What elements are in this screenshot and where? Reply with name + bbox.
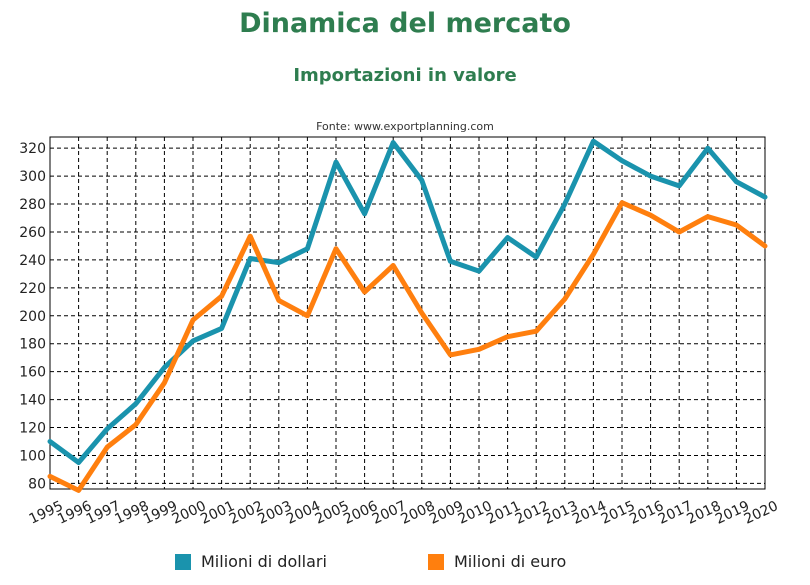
data-point xyxy=(191,317,195,322)
y-tick-label: 260 xyxy=(19,225,46,241)
plot-border xyxy=(49,136,766,490)
data-point xyxy=(248,234,253,239)
x-tick-label: 2020 xyxy=(742,498,781,528)
y-tick-label: 280 xyxy=(19,197,46,213)
data-point xyxy=(534,329,539,334)
data-point xyxy=(419,311,424,315)
data-point xyxy=(219,326,224,331)
data-point xyxy=(620,158,624,163)
data-point xyxy=(648,174,653,179)
data-point xyxy=(620,200,624,205)
y-tick-label: 240 xyxy=(19,253,46,269)
y-tick-label: 140 xyxy=(19,393,46,409)
legend-item-euro[interactable]: Milioni di euro xyxy=(428,552,566,571)
data-point xyxy=(677,229,682,234)
data-point xyxy=(448,259,453,264)
chart-subtitle: Importazioni in valore xyxy=(293,65,517,86)
data-point xyxy=(734,179,739,184)
data-point xyxy=(448,352,453,357)
data-point xyxy=(705,146,710,151)
data-point xyxy=(477,269,481,274)
data-point xyxy=(562,297,567,302)
data-point xyxy=(162,365,167,370)
data-point xyxy=(763,195,767,200)
data-point xyxy=(734,223,739,227)
data-point xyxy=(133,422,138,427)
data-point xyxy=(505,334,510,339)
chart-title: Dinamica del mercato xyxy=(239,8,571,39)
y-tick-label: 160 xyxy=(19,365,46,381)
data-point xyxy=(534,255,539,260)
data-point xyxy=(105,445,110,450)
data-point xyxy=(276,298,281,303)
data-point xyxy=(305,313,310,318)
data-point xyxy=(477,347,481,352)
data-point xyxy=(419,178,424,183)
data-point xyxy=(48,474,52,479)
data-point xyxy=(48,439,52,444)
data-point xyxy=(763,243,767,248)
data-point xyxy=(591,139,596,144)
data-point xyxy=(648,213,653,218)
y-tick-label: 100 xyxy=(19,448,46,464)
data-point xyxy=(705,214,710,219)
data-point xyxy=(219,294,224,299)
data-point xyxy=(677,183,682,188)
data-point xyxy=(162,380,167,385)
data-point xyxy=(334,246,338,251)
data-point xyxy=(76,460,81,465)
data-point xyxy=(391,263,396,268)
data-point xyxy=(591,252,596,257)
legend-item-dollars[interactable]: Milioni di dollari xyxy=(175,552,327,571)
data-point xyxy=(362,211,367,216)
y-tick-label: 120 xyxy=(19,421,46,437)
data-point xyxy=(133,401,138,406)
data-point xyxy=(391,140,396,145)
data-point xyxy=(334,160,338,165)
data-point xyxy=(305,246,310,251)
data-point xyxy=(76,488,81,493)
y-tick-label: 300 xyxy=(19,169,46,185)
chart-source: Fonte: www.exportplanning.com xyxy=(316,120,494,133)
y-tick-label: 80 xyxy=(28,476,46,492)
legend-label-dollars: Milioni di dollari xyxy=(201,552,327,571)
y-tick-label: 180 xyxy=(19,337,46,353)
data-point xyxy=(191,338,195,343)
legend-swatch-dollars xyxy=(175,553,191,570)
y-tick-label: 220 xyxy=(19,281,46,297)
data-point xyxy=(505,235,510,240)
legend-label-euro: Milioni di euro xyxy=(454,552,567,571)
y-tick-label: 320 xyxy=(19,141,46,157)
data-point xyxy=(562,202,567,207)
data-point xyxy=(362,290,367,295)
legend-swatch-euro xyxy=(428,553,444,570)
series-line-1 xyxy=(47,200,768,493)
data-point xyxy=(105,426,110,431)
y-tick-label: 200 xyxy=(19,309,46,325)
data-point xyxy=(248,256,253,261)
series-line-0 xyxy=(47,138,768,465)
data-point xyxy=(276,260,281,265)
